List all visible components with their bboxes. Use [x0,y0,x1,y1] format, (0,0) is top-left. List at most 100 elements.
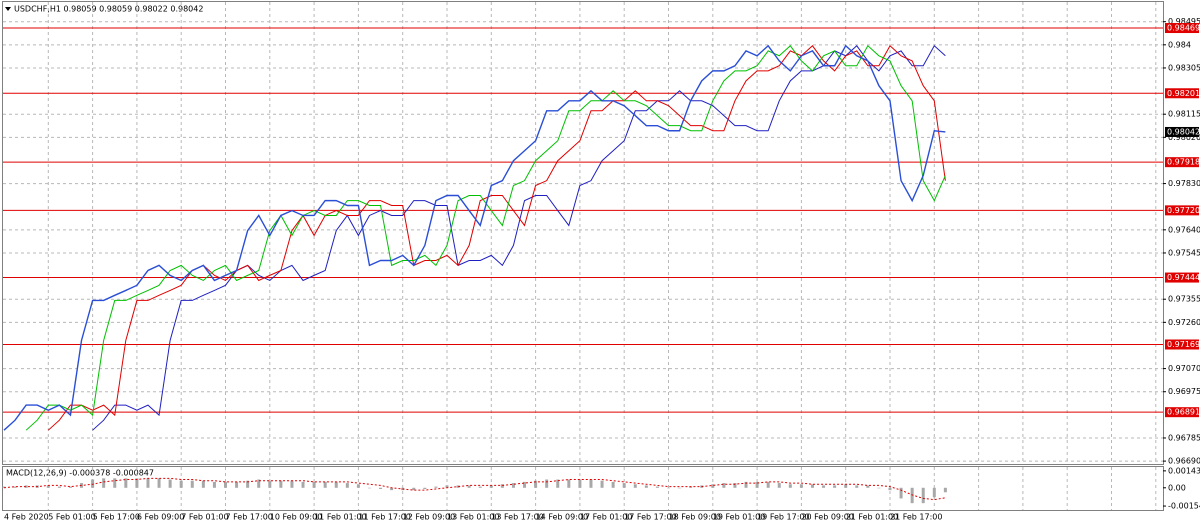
x-tick-label: 7 Feb 01:00 [181,513,228,522]
level-label-box [1165,205,1199,216]
level-label: 0.97720 [1167,206,1200,215]
y-tick-label: 0.98115 [1168,110,1200,119]
level-label-box [1165,157,1199,168]
x-tick-label: 21 Feb 01:00 [846,513,898,522]
macd-bar [755,481,759,488]
macd-bar [534,480,538,488]
macd-bar [445,485,449,488]
level-label-box [1165,23,1199,34]
macd-bar [246,480,250,488]
macd-bar [622,483,626,488]
level-label-box [1165,272,1199,283]
y-tick-label: 0.98305 [1168,63,1200,72]
macd-bar [899,487,903,499]
y-tick-label: 0.984 [1168,40,1191,49]
macd-bar [157,478,161,488]
x-tick-label: 4 Feb 2020 [4,513,49,522]
macd-bar [810,484,814,488]
macd-bar [379,487,383,489]
y-tick-label: 0.98020 [1168,133,1200,142]
macd-bar [323,481,327,488]
x-tick-label: 19 Feb 17:00 [757,513,809,522]
macd-bar [589,479,593,488]
moving-average [92,44,946,431]
macd-title: MACD(12,26,9) -0.000378 -0.000847 [6,469,154,478]
macd-bar [13,486,17,488]
macd-bar [2,486,6,488]
macd-bar [135,478,139,488]
macd-bar [224,481,227,488]
macd-bar [578,479,582,488]
macd-bar [91,479,95,488]
macd-bar [744,481,748,488]
macd-bar [722,483,726,488]
macd-bar [68,486,72,488]
macd-bar [788,484,792,488]
macd-bar [910,487,914,504]
macd-bar [179,480,183,488]
macd-bar [367,487,371,489]
macd-bar [57,486,61,488]
main-frame [2,1,1164,465]
macd-bar [545,479,549,488]
macd-bar [312,481,316,488]
macd-bar [711,484,715,488]
macd-bar [301,481,305,488]
level-label: 0.97169 [1167,340,1200,349]
y-tick-label: 0.97640 [1168,225,1200,234]
macd-bar [600,480,604,488]
macd-bar [777,483,781,488]
x-tick-label: 13 Feb 17:00 [491,513,543,522]
macd-bar [24,485,28,488]
macd-bar [467,485,471,488]
level-label: 0.97918 [1167,158,1200,167]
last-price-box [1165,126,1199,137]
macd-bar [733,483,737,488]
macd-bar [46,485,50,488]
collapse-icon[interactable] [5,7,11,11]
macd-bar [190,480,194,488]
macd-bar [423,487,427,489]
level-label: 0.96891 [1167,408,1200,417]
level-label: 0.97444 [1167,273,1200,282]
macd-bar [201,480,205,488]
macd-frame [2,466,1164,511]
y-tick-label: 0.97355 [1168,295,1200,304]
x-tick-label: 19 Feb 01:00 [713,513,765,522]
macd-bar [689,486,693,488]
x-tick-label: 14 Feb 09:00 [536,513,588,522]
macd-bar [478,486,482,488]
y-tick-label: 0.97830 [1168,179,1200,188]
y-tick-label: 0.96690 [1168,457,1200,466]
y-tick-label: 0.97260 [1168,318,1200,327]
y-tick-label: -0.001546 [1168,502,1200,511]
x-tick-label: 18 Feb 09:00 [669,513,721,522]
macd-bar [799,484,803,488]
macd-bar [168,479,172,488]
macd-bar [844,484,848,488]
macd-bar [489,485,493,488]
y-tick-label: 0.97070 [1168,364,1200,373]
y-tick-label: 0.97545 [1168,248,1200,257]
macd-bar [334,481,338,488]
signal-line [3,477,946,501]
macd-bar [434,486,438,488]
macd-bar [268,480,272,488]
macd-bar [113,478,117,488]
macd-bar [523,481,527,488]
macd-bar [822,485,826,488]
x-tick-label: 17 Feb 17:00 [624,513,676,522]
x-tick-label: 21 Feb 17:00 [890,513,942,522]
x-tick-label: 10 Feb 09:00 [270,513,322,522]
macd-bar [932,487,936,498]
x-tick-label: 11 Feb 17:00 [358,513,410,522]
macd-bar [611,481,615,488]
macd-bar [124,478,128,488]
macd-bar [877,487,881,489]
macd-bar [146,478,150,488]
level-label: 0.98201 [1167,89,1200,98]
level-label: 0.98469 [1167,24,1200,33]
macd-bar [235,481,239,488]
